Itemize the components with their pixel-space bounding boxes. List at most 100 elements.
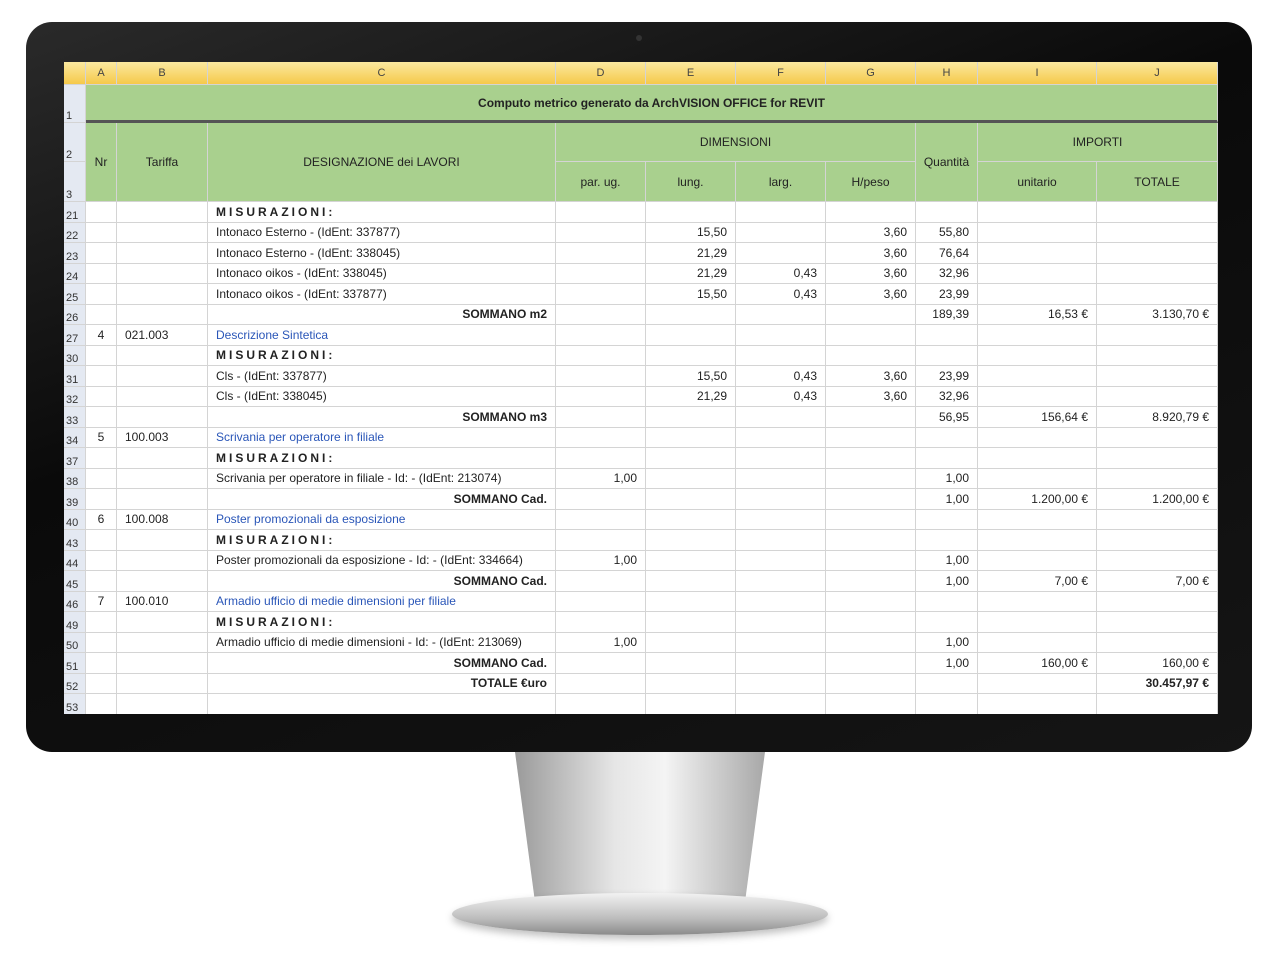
cell-A[interactable] [86,468,117,489]
cell-E[interactable]: 21,29 [646,386,736,407]
cell-E[interactable] [646,694,736,714]
cell-D[interactable] [556,509,646,530]
cell-D[interactable] [556,673,646,694]
cell-I[interactable] [978,243,1097,264]
cell-E[interactable] [646,591,736,612]
cell-C[interactable]: Scrivania per operatore in filiale - Id:… [208,468,556,489]
cell-E[interactable] [646,468,736,489]
cell-D[interactable] [556,448,646,469]
header-designazione[interactable]: DESIGNAZIONE dei LAVORI [208,123,556,202]
cell-D[interactable] [556,407,646,428]
cell-J[interactable] [1097,366,1218,387]
cell-H[interactable] [916,448,978,469]
cell-A[interactable]: 7 [86,591,117,612]
cell-A[interactable] [86,284,117,305]
cell-F[interactable]: 0,43 [736,284,826,305]
cell-C[interactable]: MISURAZIONI: [208,612,556,633]
cell-C[interactable]: Intonaco oikos - (IdEnt: 338045) [208,263,556,284]
cell-B[interactable] [117,284,208,305]
row-header[interactable]: 46 [64,591,86,612]
cell-D[interactable]: 1,00 [556,550,646,571]
row-header[interactable]: 27 [64,325,86,346]
cell-H[interactable]: 1,00 [916,653,978,674]
cell-H[interactable]: 189,39 [916,304,978,325]
cell-F[interactable]: 0,43 [736,263,826,284]
cell-G[interactable] [826,653,916,674]
cell-A[interactable] [86,345,117,366]
cell-B[interactable] [117,530,208,551]
cell-H[interactable] [916,673,978,694]
cell-H[interactable] [916,325,978,346]
cell-E[interactable] [646,632,736,653]
cell-G[interactable] [826,407,916,428]
cell-I[interactable] [978,263,1097,284]
cell-I[interactable] [978,366,1097,387]
row-header[interactable]: 21 [64,202,86,223]
cell-E[interactable] [646,407,736,428]
cell-D[interactable] [556,325,646,346]
cell-C[interactable]: SOMMANO m2 [208,304,556,325]
cell-F[interactable] [736,571,826,592]
cell-J[interactable]: 160,00 € [1097,653,1218,674]
cell-F[interactable] [736,222,826,243]
cell-H[interactable]: 56,95 [916,407,978,428]
row-header[interactable]: 23 [64,243,86,264]
cell-A[interactable] [86,386,117,407]
cell-A[interactable]: 4 [86,325,117,346]
row-header[interactable]: 49 [64,612,86,633]
cell-F[interactable] [736,202,826,223]
cell-G[interactable] [826,632,916,653]
cell-A[interactable] [86,304,117,325]
cell-E[interactable]: 15,50 [646,284,736,305]
header-importi[interactable]: IMPORTI [978,123,1218,162]
cell-I[interactable] [978,284,1097,305]
cell-I[interactable] [978,222,1097,243]
cell-I[interactable] [978,612,1097,633]
cell-C[interactable] [208,694,556,714]
cell-C[interactable]: Intonaco oikos - (IdEnt: 337877) [208,284,556,305]
cell-G[interactable] [826,304,916,325]
cell-B[interactable] [117,243,208,264]
cell-F[interactable] [736,489,826,510]
cell-J[interactable] [1097,550,1218,571]
cell-J[interactable] [1097,325,1218,346]
cell-H[interactable]: 23,99 [916,284,978,305]
cell-J[interactable] [1097,345,1218,366]
cell-D[interactable] [556,653,646,674]
cell-D[interactable] [556,489,646,510]
cell-C[interactable]: MISURAZIONI: [208,202,556,223]
cell-B[interactable] [117,632,208,653]
cell-B[interactable] [117,202,208,223]
cell-A[interactable] [86,694,117,714]
cell-I[interactable]: 1.200,00 € [978,489,1097,510]
cell-G[interactable] [826,202,916,223]
cell-E[interactable] [646,304,736,325]
select-all-corner[interactable] [64,62,86,85]
cell-F[interactable] [736,530,826,551]
cell-J[interactable] [1097,448,1218,469]
cell-B[interactable] [117,571,208,592]
row-header[interactable]: 50 [64,632,86,653]
row-header[interactable]: 52 [64,673,86,694]
row-header[interactable]: 25 [64,284,86,305]
cell-F[interactable] [736,243,826,264]
cell-E[interactable] [646,550,736,571]
cell-B[interactable] [117,489,208,510]
cell-J[interactable] [1097,468,1218,489]
cell-E[interactable]: 15,50 [646,366,736,387]
cell-C[interactable]: Intonaco Esterno - (IdEnt: 337877) [208,222,556,243]
cell-F[interactable] [736,304,826,325]
cell-C[interactable]: MISURAZIONI: [208,448,556,469]
cell-F[interactable]: 0,43 [736,386,826,407]
cell-G[interactable]: 3,60 [826,366,916,387]
cell-C[interactable]: Poster promozionali da esposizione - Id:… [208,550,556,571]
cell-G[interactable] [826,673,916,694]
cell-H[interactable]: 23,99 [916,366,978,387]
row-header[interactable]: 45 [64,571,86,592]
cell-G[interactable] [826,591,916,612]
cell-D[interactable] [556,612,646,633]
header-h_peso[interactable]: H/peso [826,162,916,202]
column-header-I[interactable]: I [978,62,1097,85]
cell-A[interactable]: 6 [86,509,117,530]
cell-G[interactable] [826,325,916,346]
